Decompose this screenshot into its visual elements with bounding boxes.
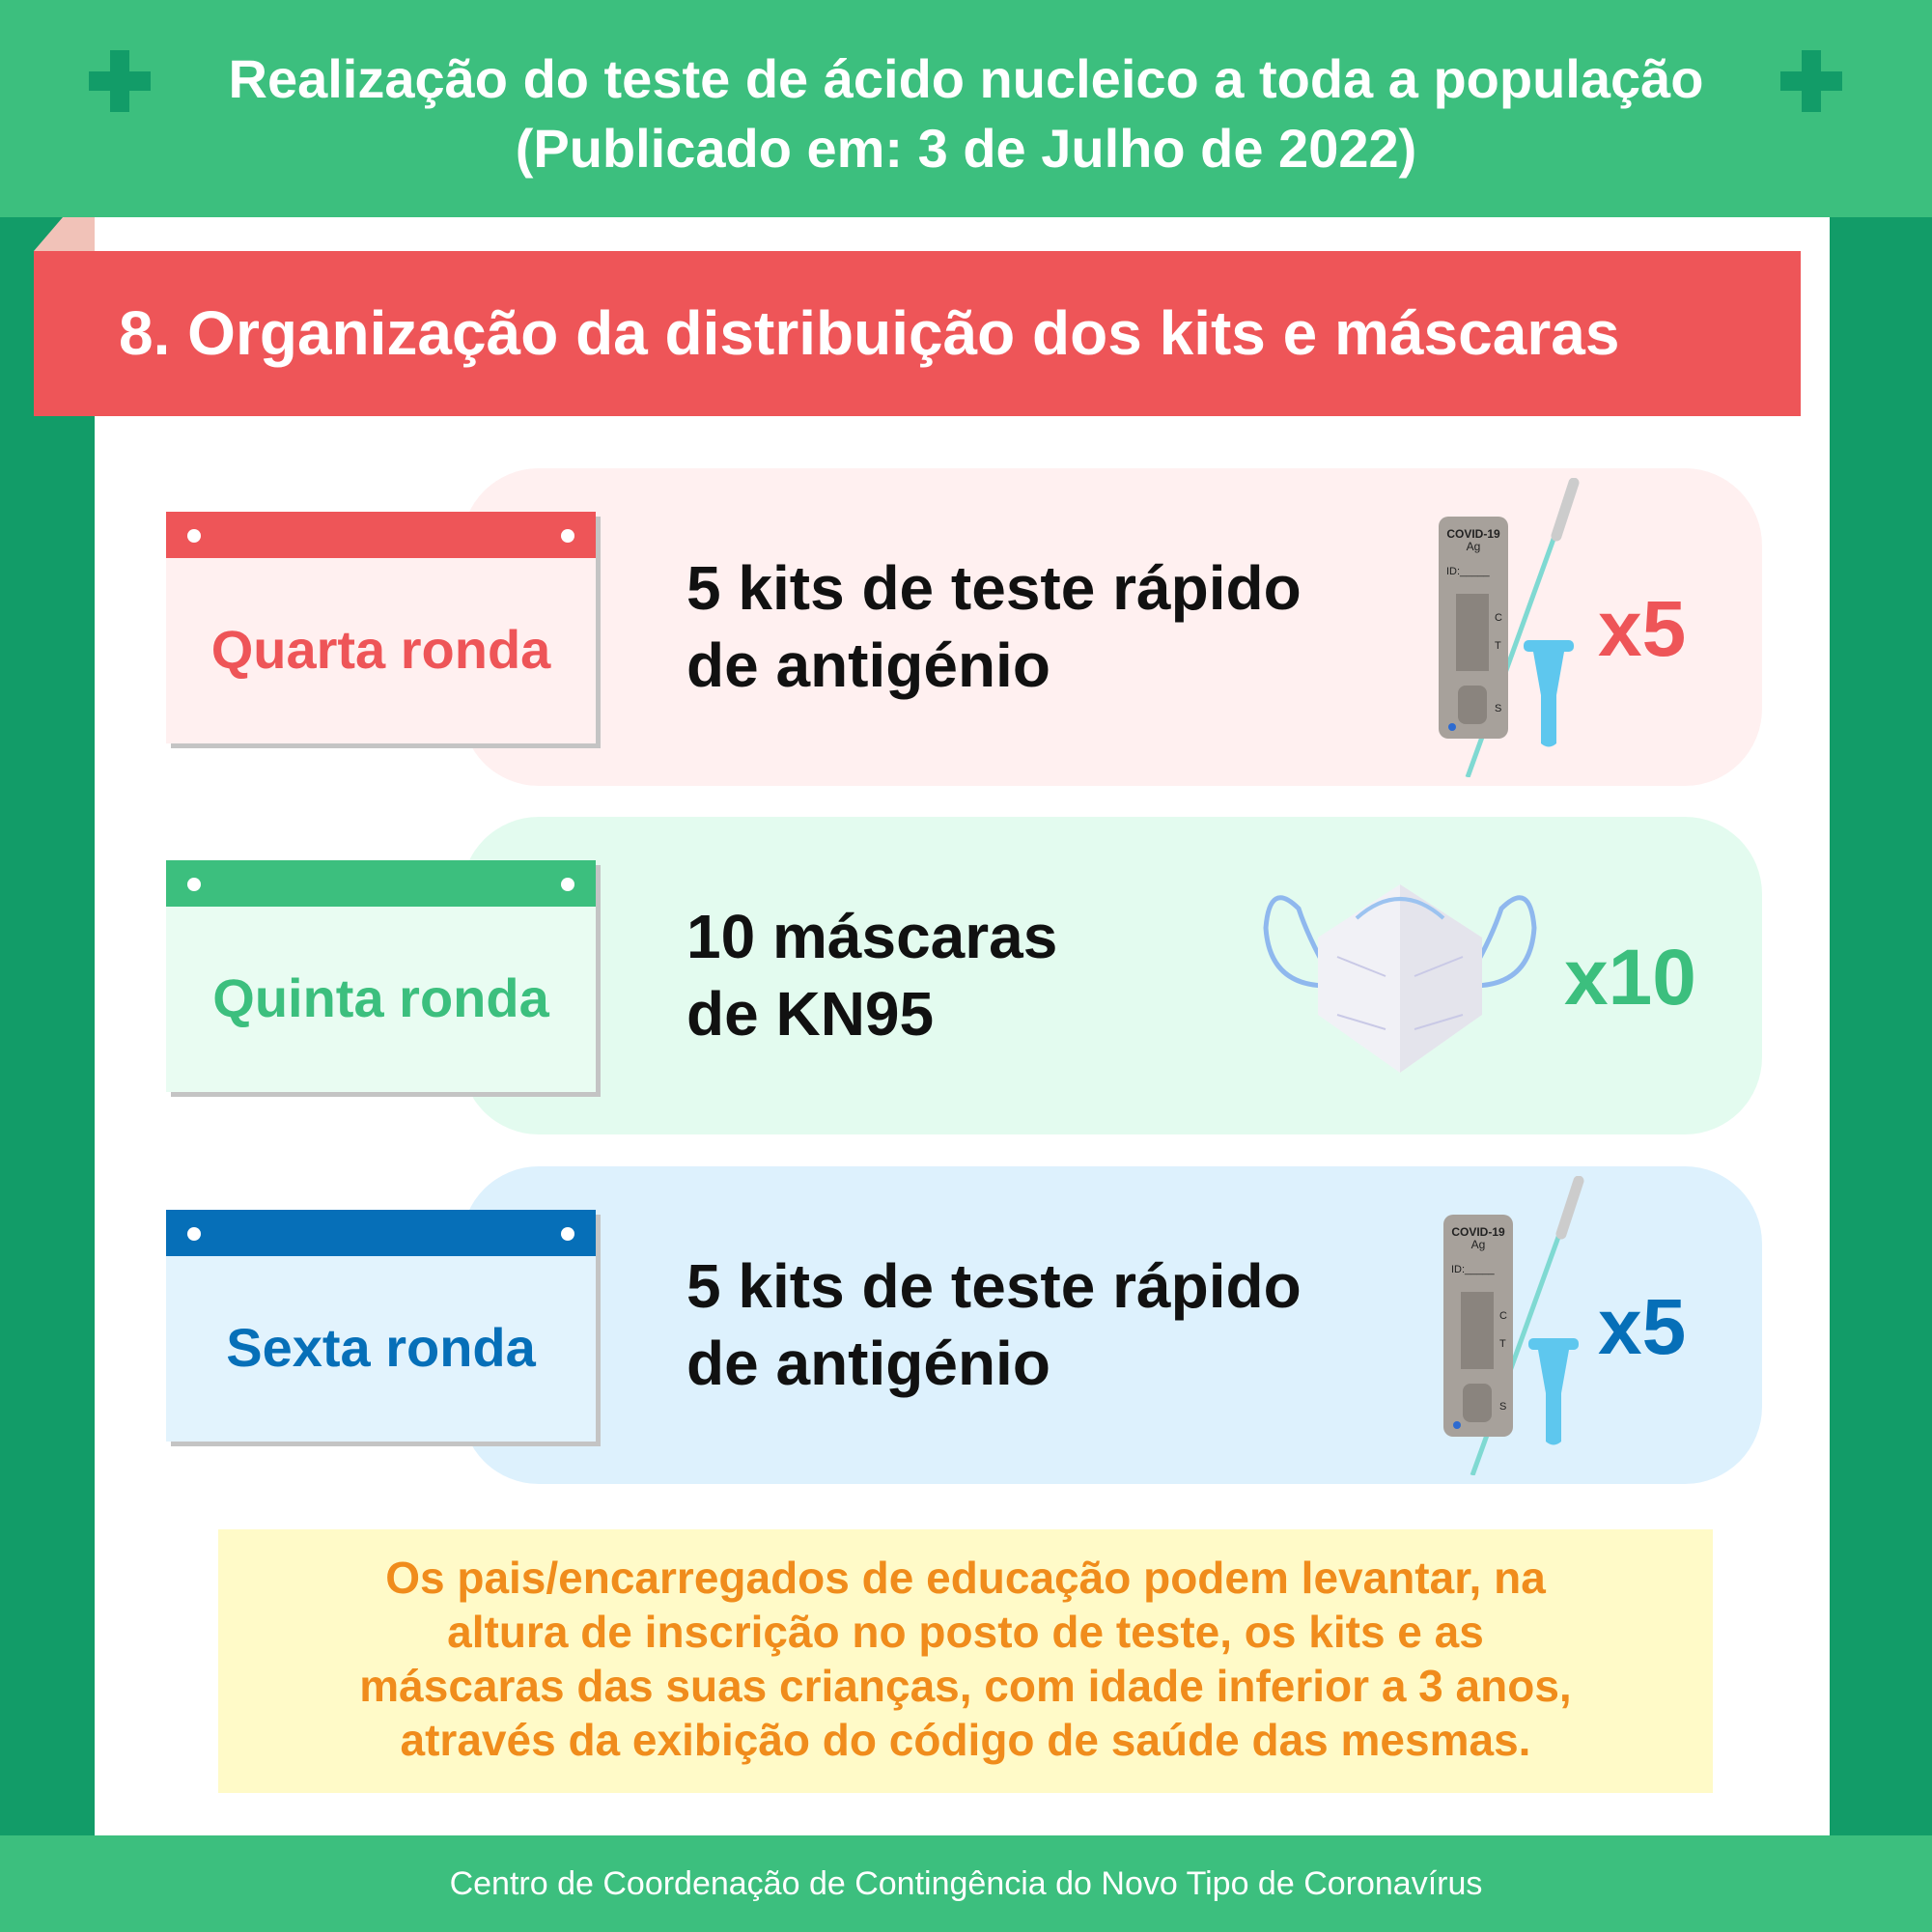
quantity-multiplier: x5 (1598, 1283, 1687, 1371)
round-calendar: Quarta ronda (166, 512, 596, 743)
round-description: 10 máscaras de KN95 (686, 898, 1057, 1052)
section-title: 8. Organização da distribuição dos kits … (34, 251, 1801, 416)
round-calendar: Quinta ronda (166, 860, 596, 1092)
header-title: Realização do teste de ácido nucleico a … (228, 48, 1704, 109)
plus-icon (89, 50, 151, 112)
round-label: Quarta ronda (210, 619, 551, 680)
kit-t: T (1495, 640, 1501, 652)
description-line: de antigénio (686, 630, 1050, 700)
banner-fold (34, 217, 95, 251)
round-label: Quinta ronda (212, 967, 549, 1028)
header: Realização do teste de ácido nucleico a … (0, 0, 1932, 217)
round-description: 5 kits de teste rápido de antigénio (686, 1247, 1302, 1402)
kit-id: ID:_____ (1451, 1264, 1496, 1275)
description-line: de KN95 (686, 979, 935, 1049)
plus-icon (1780, 50, 1842, 112)
kit-s: S (1495, 703, 1501, 714)
kn95-mask-icon (1260, 880, 1540, 1073)
description-line: de antigénio (686, 1329, 1050, 1398)
antigen-test-kit-icon: COVID-19 Ag ID:_____ C T S (1443, 1175, 1617, 1476)
kit-t: T (1499, 1338, 1506, 1350)
round-calendar: Sexta ronda (166, 1210, 596, 1442)
kit-brand: COVID-19 (1451, 1225, 1505, 1239)
kit-sub: Ag (1471, 1238, 1486, 1251)
description-line: 5 kits de teste rápido (686, 553, 1302, 623)
kit-s: S (1499, 1401, 1506, 1413)
description-line: 10 máscaras (686, 902, 1058, 971)
kit-sub: Ag (1467, 540, 1481, 553)
quantity-multiplier: x10 (1564, 934, 1696, 1022)
round-row (462, 1166, 1762, 1484)
header-date: (Publicado em: 3 de Julho de 2022) (515, 118, 1417, 179)
kit-c: C (1499, 1310, 1507, 1322)
round-row (462, 817, 1762, 1134)
round-label: Sexta ronda (226, 1317, 536, 1378)
quantity-multiplier: x5 (1598, 585, 1687, 673)
description-line: 5 kits de teste rápido (686, 1251, 1302, 1321)
kit-brand: COVID-19 (1446, 527, 1500, 541)
note-line: máscaras das suas crianças, com idade in… (359, 1661, 1572, 1711)
kit-c: C (1495, 612, 1502, 624)
note-box: Os pais/encarregados de educação podem l… (218, 1529, 1713, 1793)
kit-id: ID:_____ (1446, 566, 1491, 577)
round-description: 5 kits de teste rápido de antigénio (686, 549, 1302, 704)
footer: Centro de Coordenação de Contingência do… (0, 1835, 1932, 1932)
antigen-test-kit-icon: COVID-19 Ag ID:_____ C T S (1439, 477, 1612, 778)
note-line: através da exibição do código de saúde d… (400, 1715, 1531, 1765)
note-line: altura de inscrição no posto de teste, o… (447, 1607, 1484, 1657)
note-line: Os pais/encarregados de educação podem l… (385, 1553, 1546, 1603)
